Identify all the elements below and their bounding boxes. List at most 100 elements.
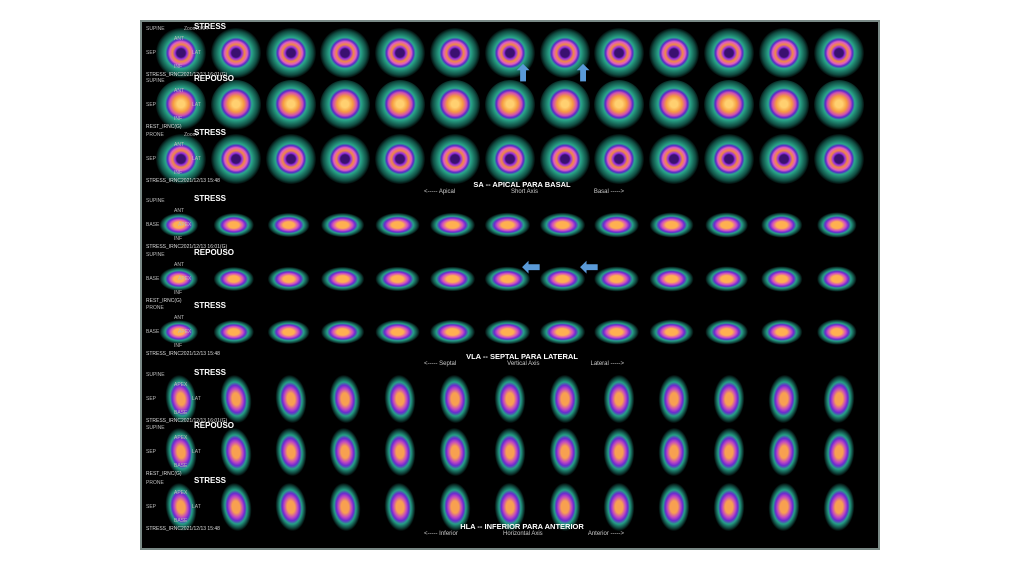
perfusion-slice: [704, 28, 754, 78]
perfusion-slice: [430, 134, 480, 184]
slice-image: [318, 254, 372, 304]
slice-image: [318, 424, 373, 480]
row-state-label: REPOUSO: [194, 248, 235, 257]
slice-image: [702, 373, 756, 425]
perfusion-slice: [318, 424, 373, 480]
view-position: SUPINE: [146, 252, 165, 258]
slice-image: [702, 80, 756, 130]
slice-image: [538, 80, 592, 130]
perfusion-slice: [539, 206, 590, 244]
perfusion-slice: [321, 314, 370, 350]
perfusion-slice: [539, 373, 591, 425]
axis-mid-label: Short Axis: [510, 189, 538, 195]
slice-image: [428, 134, 482, 184]
perfusion-slice: [430, 80, 480, 130]
perfusion-slice: [484, 206, 535, 244]
slice-image: [647, 373, 701, 425]
slice-image: [647, 481, 701, 533]
perfusion-slice: [648, 373, 700, 425]
perfusion-slice: [539, 260, 590, 298]
perfusion-slice: [263, 479, 319, 535]
perfusion-slice: [816, 260, 861, 298]
slice-image: [483, 200, 537, 250]
perfusion-slice: [484, 313, 535, 351]
slice-image: [812, 307, 866, 357]
perfusion-slice: [758, 80, 809, 130]
perfusion-slice: [758, 134, 809, 184]
perfusion-slice: [705, 313, 753, 351]
perfusion-slice: [594, 482, 645, 532]
row-caption: REST_IRNC(G): [146, 124, 182, 130]
slice-image: [647, 426, 701, 478]
axis-title: HLA -- INFERIOR PARA ANTERIOR: [460, 522, 584, 531]
perfusion-slice: [430, 207, 480, 243]
row-state-label: STRESS: [194, 194, 227, 203]
slice-image: [811, 372, 866, 426]
view-position: SUPINE: [146, 372, 165, 378]
slice-image: [209, 28, 263, 78]
slice-image: [483, 134, 537, 184]
row-state-label: STRESS: [194, 301, 227, 310]
perfusion-slice: [811, 372, 866, 426]
slice-image: [702, 134, 756, 184]
perfusion-slice: [594, 134, 645, 184]
orient-top: ANT: [174, 36, 184, 42]
perfusion-slice: [375, 207, 425, 243]
slice-image: [209, 254, 263, 304]
orient-right: LAT: [192, 449, 201, 455]
row-caption: STRESS_IRNC2021/12/13 16:01(G): [146, 244, 228, 250]
slice-image: [592, 134, 646, 184]
slice-image: [428, 80, 482, 130]
perfusion-slice: [430, 261, 480, 297]
slice-image: [428, 425, 482, 479]
perfusion-slice: [761, 260, 807, 298]
axis-title: VLA -- SEPTAL PARA LATERAL: [466, 352, 578, 361]
slice-image: [647, 254, 701, 304]
slice-image: [592, 28, 646, 78]
slice-image: [812, 200, 866, 250]
orient-top: APEX: [174, 435, 188, 441]
perfusion-slice: [811, 425, 866, 479]
slice-image: [373, 480, 427, 534]
perfusion-slice: [483, 426, 536, 478]
perfusion-slice: [758, 28, 809, 78]
slice-image: [428, 200, 482, 250]
view-position: PRONE: [146, 480, 164, 486]
slice-image: [264, 134, 318, 184]
orient-bottom: INF: [174, 343, 183, 349]
slice-image: [538, 134, 592, 184]
row-state-label: REPOUSO: [194, 421, 235, 430]
slice-image: [318, 307, 372, 357]
slice-image: [757, 307, 811, 357]
orient-bottom: BASE: [174, 518, 188, 524]
perfusion-slice: [210, 80, 261, 130]
slice-image: [592, 307, 646, 357]
slice-image: [209, 134, 263, 184]
slice-image: [538, 254, 592, 304]
perfusion-slice: [267, 314, 314, 350]
perfusion-slice: [594, 80, 645, 130]
slice-image: [702, 28, 756, 78]
slice-image: [592, 482, 646, 532]
slice-image: [154, 134, 208, 184]
slice-image: [373, 425, 427, 479]
axis-left-label: <----- Inferior: [424, 531, 458, 537]
row-caption: STRESS_IRNC2021/12/13 16:01(G): [146, 418, 228, 424]
perfusion-slice: [320, 80, 371, 130]
slice-image: [373, 254, 427, 304]
slice-image: [373, 28, 427, 78]
perfusion-slice: [811, 480, 866, 534]
perfusion-slice: [704, 80, 754, 130]
orient-right: APEX: [178, 276, 192, 282]
slice-image: [373, 134, 427, 184]
perfusion-slice: [320, 28, 371, 78]
axis-right-label: Basal ----->: [593, 189, 624, 195]
perfusion-slice: [156, 134, 206, 184]
row-state-label: STRESS: [194, 476, 227, 485]
perfusion-slice: [594, 28, 645, 78]
perfusion-slice: [649, 28, 700, 78]
view-position: SUPINE: [146, 26, 165, 32]
perfusion-slice: [539, 426, 591, 478]
axis-mid-label: Horizontal Axis: [502, 531, 543, 537]
row-caption: STRESS_IRNC2021/12/13 15:48: [146, 351, 220, 357]
